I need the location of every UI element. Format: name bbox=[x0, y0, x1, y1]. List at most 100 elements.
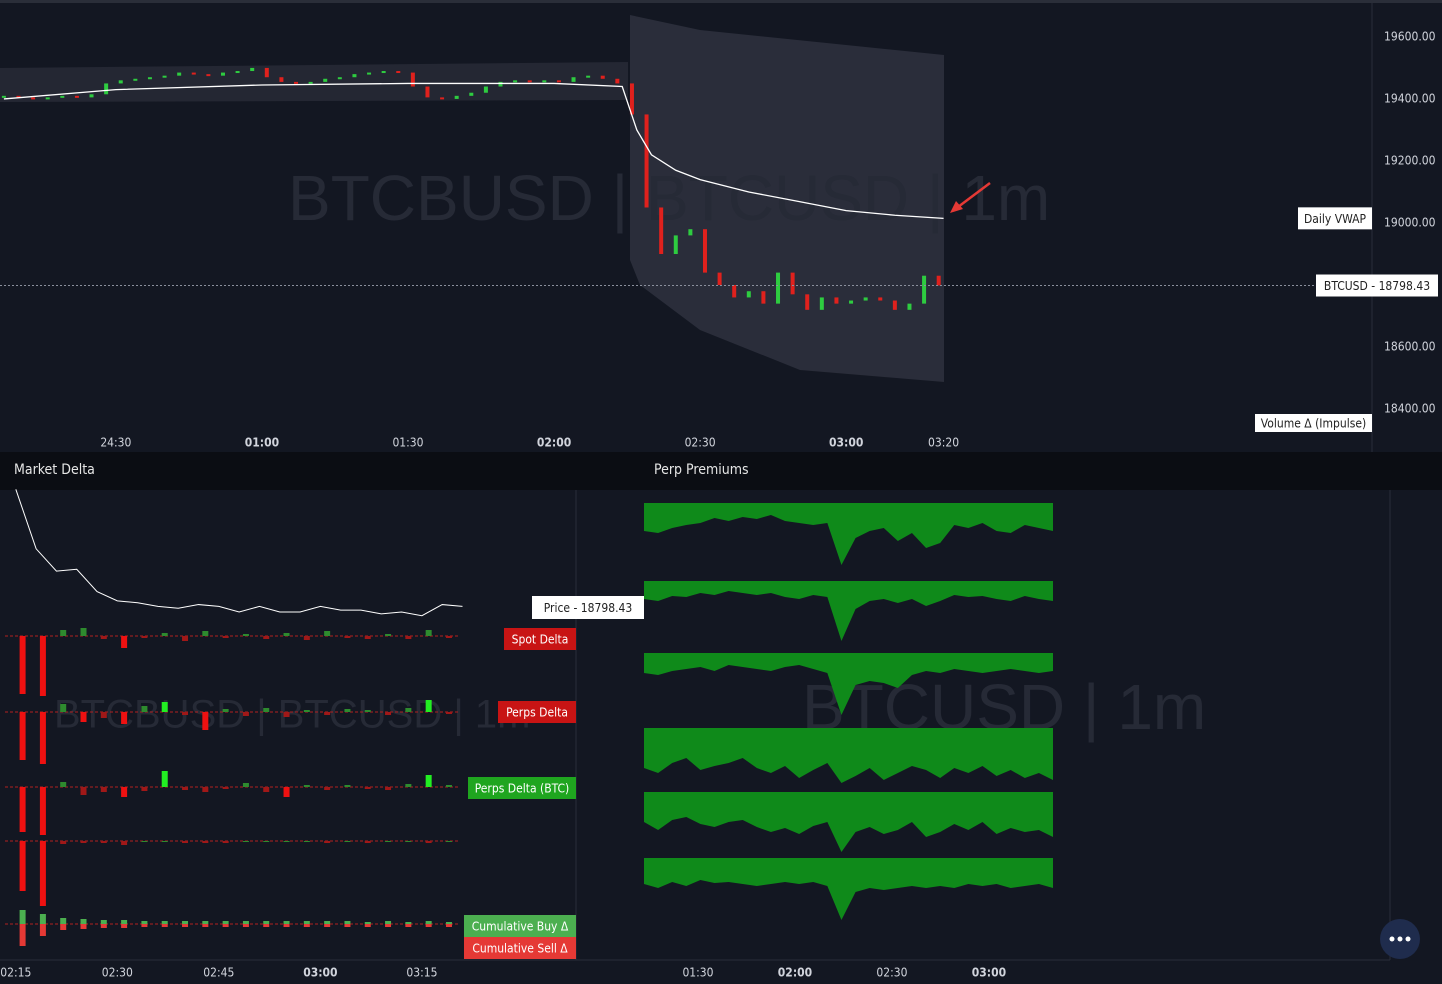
watermark: BTCBUSD | BTCUSD | 1m bbox=[54, 693, 530, 737]
candle bbox=[118, 80, 123, 84]
candle bbox=[352, 74, 357, 78]
candle bbox=[440, 97, 445, 100]
candle bbox=[16, 95, 21, 98]
delta-bar bbox=[141, 706, 148, 712]
delta-bar bbox=[80, 919, 87, 924]
delta-bar bbox=[222, 709, 229, 712]
delta-bar bbox=[19, 910, 26, 924]
candle bbox=[235, 71, 240, 74]
delta-bar bbox=[141, 636, 148, 638]
label-box bbox=[498, 701, 576, 723]
delta-bar bbox=[141, 841, 148, 842]
panel-title: Perp Premiums bbox=[654, 462, 749, 478]
premium-area bbox=[644, 653, 1053, 715]
candle bbox=[308, 81, 313, 84]
delta-bar bbox=[344, 924, 351, 927]
delta-bar bbox=[39, 712, 46, 764]
delta-bar bbox=[80, 628, 87, 636]
delta-bar bbox=[19, 841, 26, 891]
delta-bar bbox=[60, 841, 67, 844]
delta-bar bbox=[405, 841, 412, 842]
delta-bar bbox=[425, 700, 432, 712]
candle bbox=[673, 235, 678, 255]
delta-bar bbox=[385, 921, 392, 924]
delta-bar bbox=[161, 921, 168, 924]
delta-bar bbox=[242, 712, 249, 716]
dot bbox=[1389, 936, 1395, 942]
label-box bbox=[1298, 207, 1372, 230]
delta-bar bbox=[385, 634, 392, 636]
delta-bar bbox=[425, 924, 432, 927]
delta-bar bbox=[202, 631, 209, 636]
candle bbox=[878, 297, 883, 301]
candle bbox=[323, 78, 328, 82]
delta-bar bbox=[60, 630, 67, 636]
candle bbox=[410, 72, 415, 87]
delta-bar bbox=[141, 921, 148, 924]
delta-bar bbox=[283, 924, 290, 927]
x-tick-label: 02:30 bbox=[685, 436, 716, 450]
delta-bar bbox=[161, 841, 168, 842]
delta-bar bbox=[100, 924, 107, 928]
delta-bar bbox=[385, 924, 392, 927]
panel-title: Market Delta bbox=[14, 462, 95, 478]
delta-bar bbox=[303, 636, 310, 640]
candle bbox=[104, 83, 109, 95]
candle bbox=[907, 303, 912, 310]
candle bbox=[732, 285, 737, 298]
delta-bar bbox=[121, 924, 128, 928]
delta-bar bbox=[202, 787, 209, 792]
delta-bar bbox=[324, 787, 331, 790]
delta-bar bbox=[263, 787, 270, 792]
delta-bar bbox=[39, 914, 46, 924]
delta-bar bbox=[344, 921, 351, 924]
premium-area bbox=[644, 728, 1053, 783]
x-tick-label: 03:20 bbox=[928, 436, 959, 450]
delta-bar bbox=[445, 841, 452, 842]
delta-bar bbox=[182, 636, 189, 641]
delta-bar bbox=[364, 924, 371, 927]
candle bbox=[367, 72, 372, 75]
delta-bar bbox=[324, 924, 331, 927]
x-tick-label: 03:00 bbox=[972, 966, 1006, 980]
y-tick-label: 18600.00 bbox=[1384, 340, 1436, 354]
delta-bar bbox=[425, 630, 432, 636]
candle bbox=[425, 86, 430, 98]
delta-bar bbox=[100, 636, 107, 639]
x-tick-label: 02:45 bbox=[203, 966, 234, 980]
candle bbox=[702, 229, 707, 273]
delta-bar bbox=[385, 712, 392, 715]
candle bbox=[60, 95, 65, 98]
delta-bar bbox=[222, 841, 229, 843]
x-tick-label: 03:00 bbox=[829, 436, 863, 450]
label-box bbox=[468, 777, 576, 799]
candle bbox=[162, 75, 167, 78]
delta-bar bbox=[364, 841, 371, 843]
delta-bar bbox=[303, 921, 310, 924]
delta-bar bbox=[80, 712, 87, 722]
delta-bar bbox=[283, 633, 290, 636]
delta-bar bbox=[364, 787, 371, 789]
delta-bar bbox=[182, 921, 189, 924]
candle bbox=[849, 300, 854, 304]
candle bbox=[513, 80, 518, 83]
candle bbox=[220, 72, 225, 76]
label: Perps Delta bbox=[506, 706, 568, 720]
candle bbox=[294, 81, 299, 84]
candle bbox=[206, 74, 211, 77]
delta-bar bbox=[283, 921, 290, 924]
delta-bar bbox=[405, 636, 412, 639]
delta-bar bbox=[222, 636, 229, 638]
delta-bar bbox=[364, 636, 371, 639]
delta-bar bbox=[39, 924, 46, 936]
candle bbox=[586, 75, 591, 78]
delta-bar bbox=[222, 787, 229, 789]
candle bbox=[863, 297, 868, 301]
delta-bar bbox=[324, 841, 331, 843]
x-tick-label: 01:00 bbox=[245, 436, 279, 450]
candle bbox=[45, 97, 50, 100]
label-box bbox=[1316, 274, 1438, 297]
delta-bar bbox=[364, 710, 371, 712]
candle bbox=[819, 297, 824, 310]
